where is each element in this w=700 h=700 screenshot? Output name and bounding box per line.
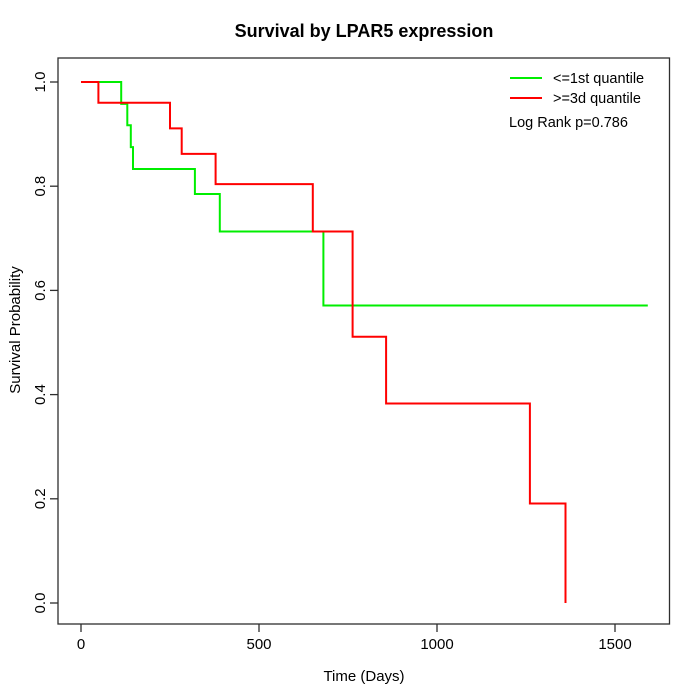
plot-box [57, 57, 671, 625]
x-tick-label: 1500 [598, 636, 631, 653]
y-tick-label: 0.0 [32, 593, 49, 614]
y-tick-label: 1.0 [32, 72, 49, 93]
y-tick-label: 0.2 [32, 488, 49, 509]
legend: <=1st quantile >=3d quantile Log Rank p=… [509, 71, 644, 131]
km-curve-high-quantile [81, 81, 567, 603]
y-axis-ticks: 0.0 0.2 0.4 0.6 0.8 1.0 [32, 72, 58, 614]
x-axis-ticks: 0 500 1000 1500 [77, 624, 632, 653]
y-tick-label: 0.8 [32, 176, 49, 197]
x-tick-label: 0 [77, 636, 85, 653]
x-tick-label: 1000 [420, 636, 453, 653]
legend-label-low-quantile: <=1st quantile [553, 71, 644, 87]
log-rank-annotation: Log Rank p=0.786 [509, 115, 628, 131]
legend-label-high-quantile: >=3d quantile [553, 91, 641, 107]
km-curve-low-quantile [81, 81, 648, 307]
x-axis-title: Time (Days) [323, 668, 404, 685]
y-tick-label: 0.4 [32, 384, 49, 405]
y-axis-title: Survival Probability [7, 266, 24, 394]
x-tick-label: 500 [246, 636, 271, 653]
chart-title: Survival by LPAR5 expression [235, 21, 494, 41]
y-tick-label: 0.6 [32, 280, 49, 301]
